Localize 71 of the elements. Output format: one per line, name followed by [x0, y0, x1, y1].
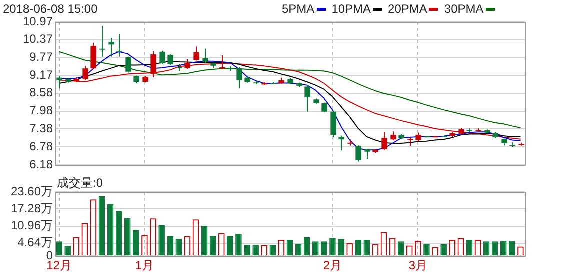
- bar: [492, 242, 498, 256]
- bar: [158, 225, 165, 256]
- y-tick-label: 6.78: [30, 139, 54, 154]
- candlestick: [338, 135, 344, 152]
- candlestick: [202, 48, 208, 64]
- candlestick: [56, 76, 62, 90]
- chart-title: 2018-06-08 15:00: [3, 2, 98, 16]
- bar: [227, 236, 234, 256]
- candlestick: [168, 54, 174, 66]
- bar: [295, 244, 302, 256]
- bar: [398, 242, 404, 256]
- y-tick-label: 10.37: [22, 32, 54, 46]
- y-tick-label: 7.98: [30, 104, 54, 118]
- bar: [330, 238, 336, 256]
- bar: [133, 230, 140, 256]
- bar: [500, 241, 507, 256]
- candlestick: [116, 34, 122, 58]
- candlestick: [108, 38, 114, 58]
- bar: [312, 242, 319, 256]
- candlestick: [126, 56, 132, 74]
- bar: [321, 242, 328, 256]
- bar: [210, 236, 216, 256]
- candlestick: [382, 132, 388, 151]
- chart-title: 成交量:0: [57, 175, 104, 192]
- bar: [424, 244, 430, 256]
- candlestick: [100, 26, 106, 58]
- candlestick: [330, 110, 336, 138]
- candlestick: [322, 102, 328, 113]
- candlestick: [304, 84, 310, 112]
- y-tick-label: 8.58: [30, 86, 54, 100]
- candlestick: [364, 148, 370, 160]
- bar: [304, 238, 310, 256]
- legend-label: 5PMA: [282, 2, 315, 16]
- bar: [201, 226, 208, 256]
- bar: [98, 196, 106, 256]
- bar: [107, 204, 114, 256]
- bar: [355, 240, 362, 256]
- y-tick-label: 23.60万: [10, 184, 53, 198]
- y-tick-label: 10.96万: [10, 218, 53, 233]
- bar: [466, 240, 473, 256]
- bar: [286, 240, 294, 256]
- bar: [124, 218, 131, 256]
- candlestick: [356, 145, 362, 162]
- y-tick-label: 17.28万: [10, 201, 53, 216]
- x-tick-label: 2月: [323, 258, 342, 273]
- bar: [364, 240, 370, 256]
- candlestick: [82, 66, 88, 81]
- legend-label: 10PMA: [332, 2, 372, 16]
- legend-label: 30PMA: [444, 2, 484, 16]
- y-tick-label: 6.18: [30, 157, 54, 172]
- candlestick: [160, 50, 166, 65]
- x-tick-label: 1月: [135, 258, 154, 273]
- bar: [483, 242, 490, 256]
- y-tick-label: 10.97: [22, 14, 54, 28]
- candlestick: [90, 42, 96, 70]
- bar: [176, 239, 182, 256]
- bar: [509, 241, 516, 256]
- y-tick-label: 7.38: [30, 121, 54, 136]
- candlestick: [194, 46, 200, 62]
- bar: [440, 244, 447, 256]
- bar: [338, 239, 344, 256]
- bar: [116, 211, 122, 256]
- bar: [236, 234, 242, 256]
- legend-label: 20PMA: [388, 2, 428, 16]
- y-tick-label: 4.64万: [18, 236, 53, 250]
- bar: [167, 236, 174, 256]
- y-tick-label: 9.77: [30, 50, 54, 64]
- candlestick: [236, 66, 242, 89]
- bar: [56, 242, 62, 256]
- y-tick-label: 9.17: [30, 68, 54, 82]
- x-tick-label: 3月: [408, 258, 428, 273]
